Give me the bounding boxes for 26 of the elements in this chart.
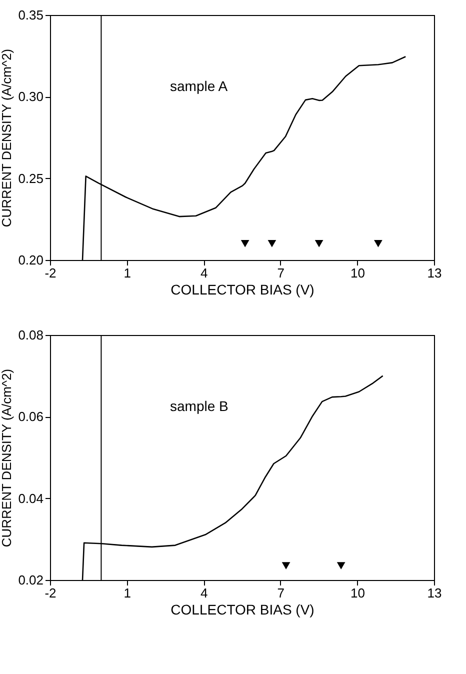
y-tick-label: 0.30 [18, 89, 44, 104]
x-tick-label: 7 [277, 586, 285, 600]
x-tick-label: -2 [44, 586, 56, 600]
x-tick-label: 10 [350, 586, 365, 600]
y-tick-label: 0.02 [18, 572, 44, 588]
x-tick-label: 7 [277, 266, 285, 280]
y-tick-label: 0.04 [18, 490, 44, 506]
y-tick-label: 0.06 [18, 409, 44, 424]
x-tick-label: 13 [427, 266, 442, 280]
x-tick-label: -2 [44, 266, 56, 280]
x-axis-title: COLLECTOR BIAS (V) [170, 282, 314, 298]
x-tick-label: 13 [427, 586, 442, 600]
annotation: sample A [170, 78, 228, 94]
y-axis-title: CURRENT DENSITY (A/cm^2) [0, 368, 14, 548]
y-tick-label: 0.08 [18, 328, 44, 342]
x-axis-title: COLLECTOR BIAS (V) [170, 602, 314, 618]
x-tick-label: 1 [124, 266, 131, 280]
y-tick-label: 0.20 [18, 252, 44, 268]
x-tick-label: 4 [200, 586, 208, 600]
y-tick-label: 0.25 [18, 170, 44, 186]
x-tick-label: 4 [200, 266, 208, 280]
y-axis-title: CURRENT DENSITY (A/cm^2) [0, 48, 14, 228]
annotation: sample B [170, 398, 228, 414]
y-tick-label: 0.35 [18, 8, 44, 22]
x-tick-label: 10 [350, 266, 365, 280]
x-tick-label: 1 [124, 586, 131, 600]
